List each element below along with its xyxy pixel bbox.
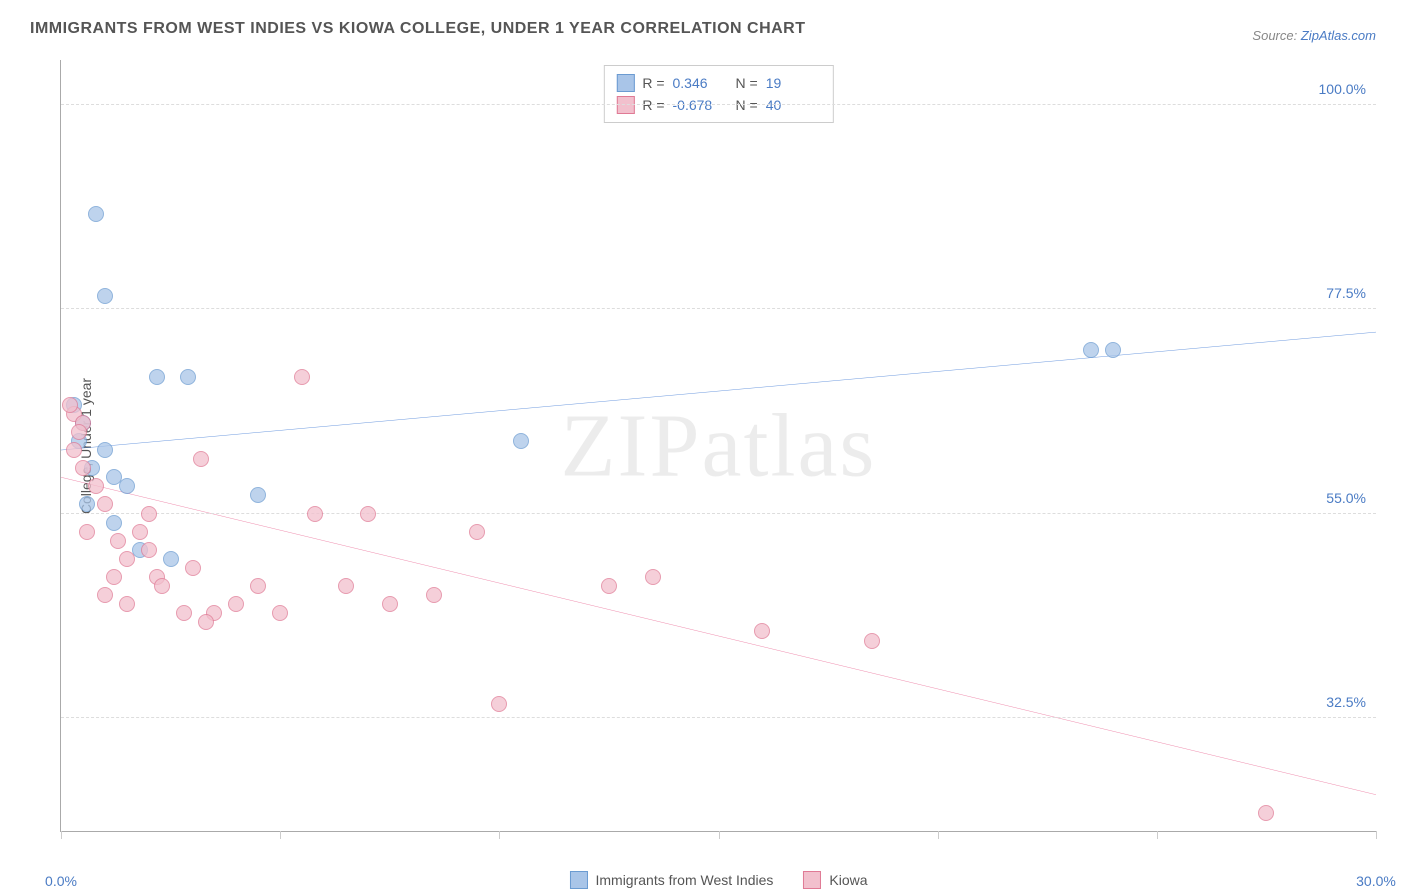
scatter-point (119, 551, 135, 567)
x-tick-label: 0.0% (45, 873, 77, 889)
scatter-point (180, 369, 196, 385)
legend-row: R = 0.346 N = 19 (616, 72, 820, 94)
scatter-point (154, 578, 170, 594)
scatter-point (754, 623, 770, 639)
scatter-point (426, 587, 442, 603)
trend-line (61, 332, 1376, 450)
scatter-point (71, 424, 87, 440)
scatter-point (193, 451, 209, 467)
scatter-point (62, 397, 78, 413)
x-tick-label: 30.0% (1356, 873, 1396, 889)
scatter-point (469, 524, 485, 540)
n-label: N = (736, 75, 758, 91)
scatter-point (176, 605, 192, 621)
scatter-point (382, 596, 398, 612)
scatter-point (864, 633, 880, 649)
scatter-point (338, 578, 354, 594)
scatter-point (110, 533, 126, 549)
scatter-point (645, 569, 661, 585)
chart-title: IMMIGRANTS FROM WEST INDIES VS KIOWA COL… (30, 20, 806, 38)
r-label: R = (642, 75, 664, 91)
scatter-point (141, 506, 157, 522)
scatter-point (88, 206, 104, 222)
legend-item: Immigrants from West Indies (569, 871, 773, 889)
legend-swatch-blue (616, 74, 634, 92)
x-tick-mark (499, 831, 500, 839)
scatter-point (141, 542, 157, 558)
x-tick-mark (280, 831, 281, 839)
legend-item: Kiowa (803, 871, 867, 889)
r-value: 0.346 (673, 75, 728, 91)
scatter-point (97, 496, 113, 512)
x-tick-mark (719, 831, 720, 839)
y-tick-label: 55.0% (1326, 490, 1366, 506)
scatter-point (360, 506, 376, 522)
scatter-point (307, 506, 323, 522)
gridline (61, 308, 1376, 309)
trend-lines (61, 60, 1376, 831)
scatter-point (601, 578, 617, 594)
y-tick-label: 100.0% (1319, 81, 1366, 97)
scatter-point (88, 478, 104, 494)
source-link[interactable]: ZipAtlas.com (1301, 28, 1376, 43)
scatter-point (513, 433, 529, 449)
scatter-point (185, 560, 201, 576)
scatter-point (79, 496, 95, 512)
chart-plot-area: ZIPatlas R = 0.346 N = 19 R = -0.678 N =… (60, 60, 1376, 832)
scatter-point (97, 442, 113, 458)
scatter-point (106, 569, 122, 585)
scatter-point (250, 578, 266, 594)
scatter-point (250, 487, 266, 503)
gridline (61, 104, 1376, 105)
x-tick-mark (61, 831, 62, 839)
x-tick-mark (938, 831, 939, 839)
scatter-point (79, 524, 95, 540)
scatter-point (294, 369, 310, 385)
scatter-point (106, 515, 122, 531)
scatter-point (1258, 805, 1274, 821)
series-legend: Immigrants from West Indies Kiowa (569, 871, 867, 889)
scatter-point (75, 460, 91, 476)
correlation-legend: R = 0.346 N = 19 R = -0.678 N = 40 (603, 65, 833, 123)
scatter-point (119, 596, 135, 612)
source-attribution: Source: ZipAtlas.com (1252, 28, 1376, 43)
scatter-point (163, 551, 179, 567)
scatter-point (198, 614, 214, 630)
legend-label: Immigrants from West Indies (595, 872, 773, 888)
scatter-point (66, 442, 82, 458)
legend-label: Kiowa (829, 872, 867, 888)
gridline (61, 513, 1376, 514)
scatter-point (491, 696, 507, 712)
scatter-point (228, 596, 244, 612)
scatter-point (149, 369, 165, 385)
scatter-point (272, 605, 288, 621)
gridline (61, 717, 1376, 718)
n-value: 19 (766, 75, 821, 91)
y-tick-label: 77.5% (1326, 285, 1366, 301)
scatter-point (132, 524, 148, 540)
trend-line (61, 477, 1376, 794)
scatter-point (1105, 342, 1121, 358)
x-tick-mark (1376, 831, 1377, 839)
scatter-point (119, 478, 135, 494)
source-label: Source: (1252, 28, 1297, 43)
watermark: ZIPatlas (561, 394, 877, 497)
legend-swatch-blue (569, 871, 587, 889)
scatter-point (97, 587, 113, 603)
legend-swatch-pink (803, 871, 821, 889)
scatter-point (97, 288, 113, 304)
y-tick-label: 32.5% (1326, 694, 1366, 710)
x-tick-mark (1157, 831, 1158, 839)
scatter-point (1083, 342, 1099, 358)
